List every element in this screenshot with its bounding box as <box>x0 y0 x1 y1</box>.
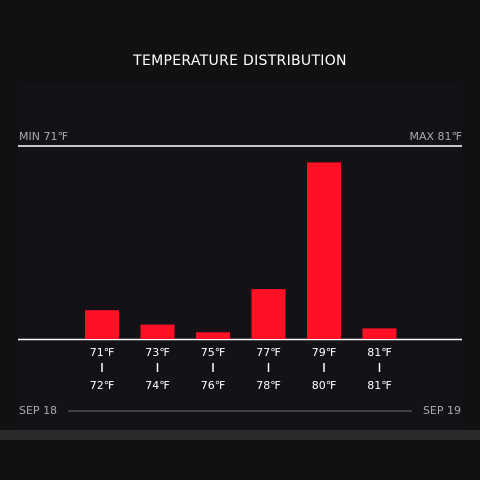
bar-0 <box>85 310 119 339</box>
end-date-label: SEP 19 <box>422 404 461 417</box>
bottom-area <box>0 440 480 480</box>
bin-start-label-4: 79℉ <box>312 346 336 359</box>
bin-end-label-5: 81℉ <box>367 379 391 392</box>
bin-start-label-2: 75℉ <box>201 346 225 359</box>
bar-1 <box>140 324 175 339</box>
bin-start-label-3: 77℉ <box>256 346 280 359</box>
bin-end-label-3: 78℉ <box>256 379 280 392</box>
bar-5 <box>362 328 397 339</box>
bars-group <box>85 162 397 339</box>
bin-end-label-1: 74℉ <box>145 379 169 392</box>
max-temperature-label: MAX 81℉ <box>409 130 462 143</box>
bar-2 <box>196 332 230 339</box>
chart-panel <box>18 85 462 425</box>
bin-start-label-1: 73℉ <box>145 346 169 359</box>
bin-end-label-4: 80℉ <box>312 379 336 392</box>
bottom-bar <box>0 430 480 440</box>
bar-4 <box>307 162 341 339</box>
chart-title: TEMPERATURE DISTRIBUTION <box>133 53 347 69</box>
bin-start-label-5: 81℉ <box>367 346 391 359</box>
start-date-label: SEP 18 <box>19 404 58 417</box>
bin-labels-group: 71℉ 72℉ 73℉ 74℉ 75℉ 76℉ 77℉ 78℉ 79℉ 80℉ 81℉ 81℉ <box>90 346 392 392</box>
bin-start-label-0: 71℉ <box>90 346 114 359</box>
min-temperature-label: MIN 71℉ <box>19 130 68 143</box>
bar-3 <box>251 289 286 339</box>
bin-end-label-2: 76℉ <box>201 379 225 392</box>
bin-end-label-0: 72℉ <box>90 379 114 392</box>
